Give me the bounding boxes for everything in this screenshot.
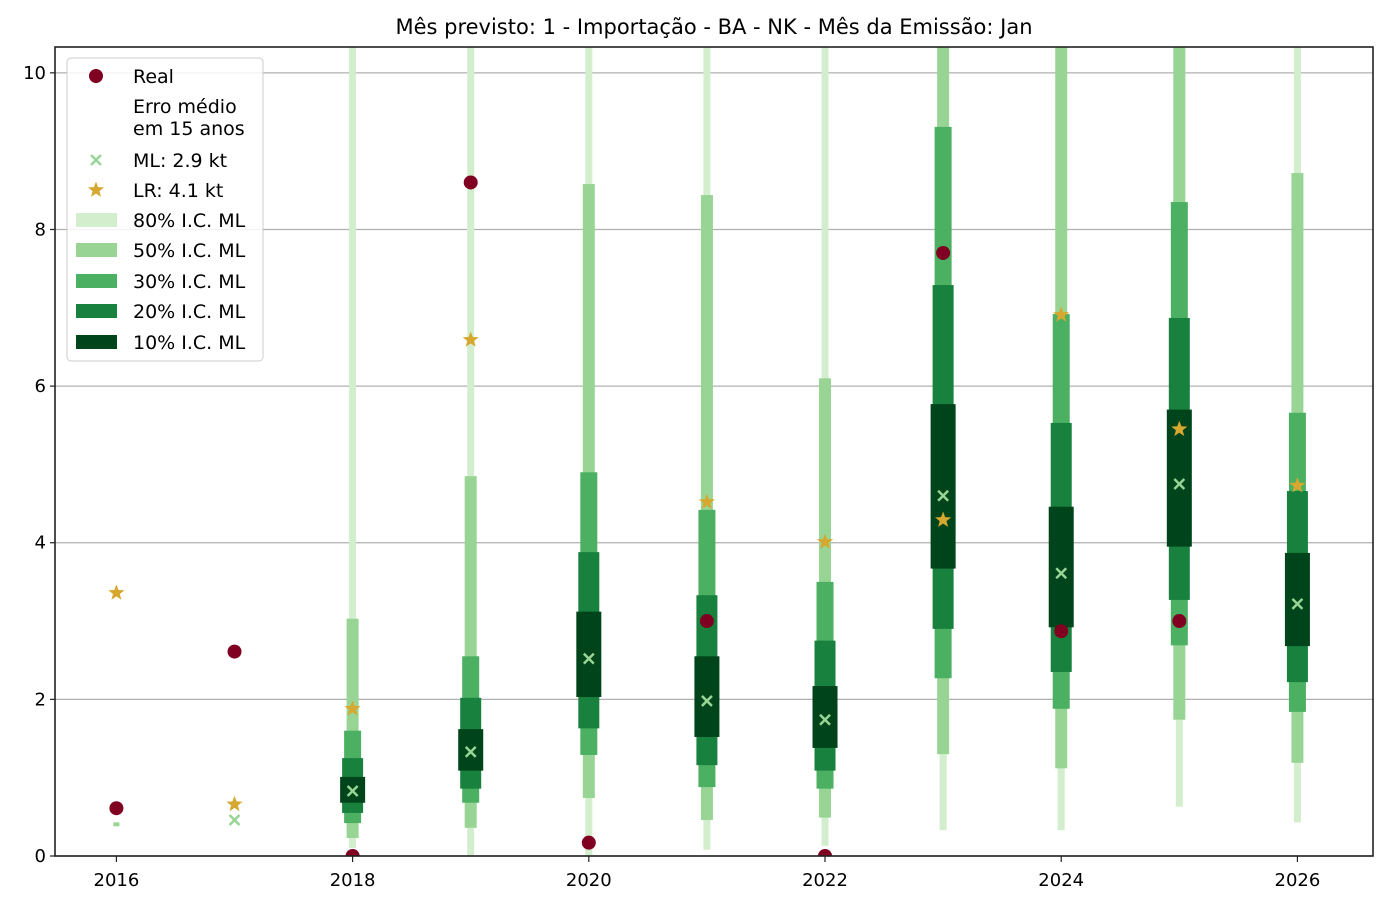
lr-marker <box>816 533 834 549</box>
lr-marker <box>108 584 125 600</box>
legend-ci30: 30% I.C. ML <box>133 271 246 293</box>
lr-marker <box>344 700 361 716</box>
legend: Real Erro médio em 15 anos ML: 2.9 kt LR… <box>66 57 264 362</box>
real-marker <box>1172 614 1187 629</box>
legend-ci20: 20% I.C. ML <box>133 301 246 323</box>
real-marker <box>699 614 714 629</box>
lr-marker <box>226 795 243 812</box>
real-marker <box>818 849 833 856</box>
y-tick-label: 10 <box>23 63 46 84</box>
y-tick-label: 4 <box>35 533 46 554</box>
ci10-interval-bar <box>1284 552 1310 647</box>
y-tick-label: 8 <box>35 219 46 240</box>
ml-marker <box>819 713 831 726</box>
legend-ci50: 50% I.C. ML <box>133 240 246 262</box>
legend-ci10: 10% I.C. ML <box>133 332 246 354</box>
x-tick-label: 2016 <box>94 870 140 891</box>
ci10-interval-bar <box>1048 506 1074 628</box>
legend-ci20-patch <box>76 304 117 318</box>
y-tick-label: 2 <box>35 689 46 710</box>
ci50-interval-bar <box>113 822 120 827</box>
ml-marker <box>1055 567 1068 580</box>
real-marker <box>581 835 596 850</box>
ci80-interval-bar <box>349 47 357 849</box>
x-tick-label: 2018 <box>330 870 376 891</box>
y-tick-label: 6 <box>35 376 46 397</box>
lr-marker <box>1289 477 1306 493</box>
legend-lr: LR: 4.1 kt <box>133 180 223 202</box>
legend-ci80-patch <box>76 213 117 227</box>
ml-marker <box>1173 478 1186 490</box>
ci10-interval-bar <box>694 656 720 737</box>
ml-marker <box>228 814 241 826</box>
legend-erro-2: em 15 anos <box>133 118 245 140</box>
ml-marker <box>346 785 359 797</box>
legend-ml: ML: 2.9 kt <box>133 150 227 172</box>
x-tick-label: 2020 <box>566 870 612 891</box>
real-marker <box>463 175 478 190</box>
lr-marker <box>1171 420 1188 437</box>
lr-marker <box>462 331 479 347</box>
ci10-interval-bar <box>930 404 956 569</box>
ml-marker <box>582 652 595 665</box>
lr-marker <box>698 493 715 509</box>
legend-lr-marker <box>87 181 105 197</box>
legend-real-marker <box>89 69 103 83</box>
real-marker <box>1054 624 1069 639</box>
x-tick-label: 2022 <box>802 870 848 891</box>
ml-marker <box>464 745 477 758</box>
x-tick-label: 2024 <box>1038 870 1084 891</box>
legend-erro-1: Erro médio <box>133 96 237 118</box>
x-tick-label: 2026 <box>1275 870 1321 891</box>
legend-real: Real <box>133 66 174 88</box>
ci10-interval-bar <box>812 686 838 748</box>
legend-ml-marker <box>90 154 102 166</box>
ci10-interval-bar <box>576 611 602 698</box>
real-marker <box>345 849 360 856</box>
lr-marker <box>1053 306 1070 322</box>
legend-ci80: 80% I.C. ML <box>133 210 246 232</box>
ci10-interval-bar <box>458 729 484 771</box>
ml-marker <box>1291 597 1304 610</box>
ml-marker <box>937 489 949 502</box>
chart-title: Mês previsto: 1 - Importação - BA - NK -… <box>395 15 1032 39</box>
y-tick-label: 0 <box>35 846 46 867</box>
plot-frame <box>54 46 1374 857</box>
legend-ci30-patch <box>76 274 117 288</box>
lr-marker <box>935 511 952 527</box>
real-marker <box>109 801 124 816</box>
legend-ci10-patch <box>76 335 117 349</box>
real-marker <box>936 245 951 260</box>
legend-ci50-patch <box>76 243 117 257</box>
ci80-interval-bar <box>467 47 475 856</box>
ml-marker <box>701 695 713 707</box>
real-marker <box>227 644 242 659</box>
